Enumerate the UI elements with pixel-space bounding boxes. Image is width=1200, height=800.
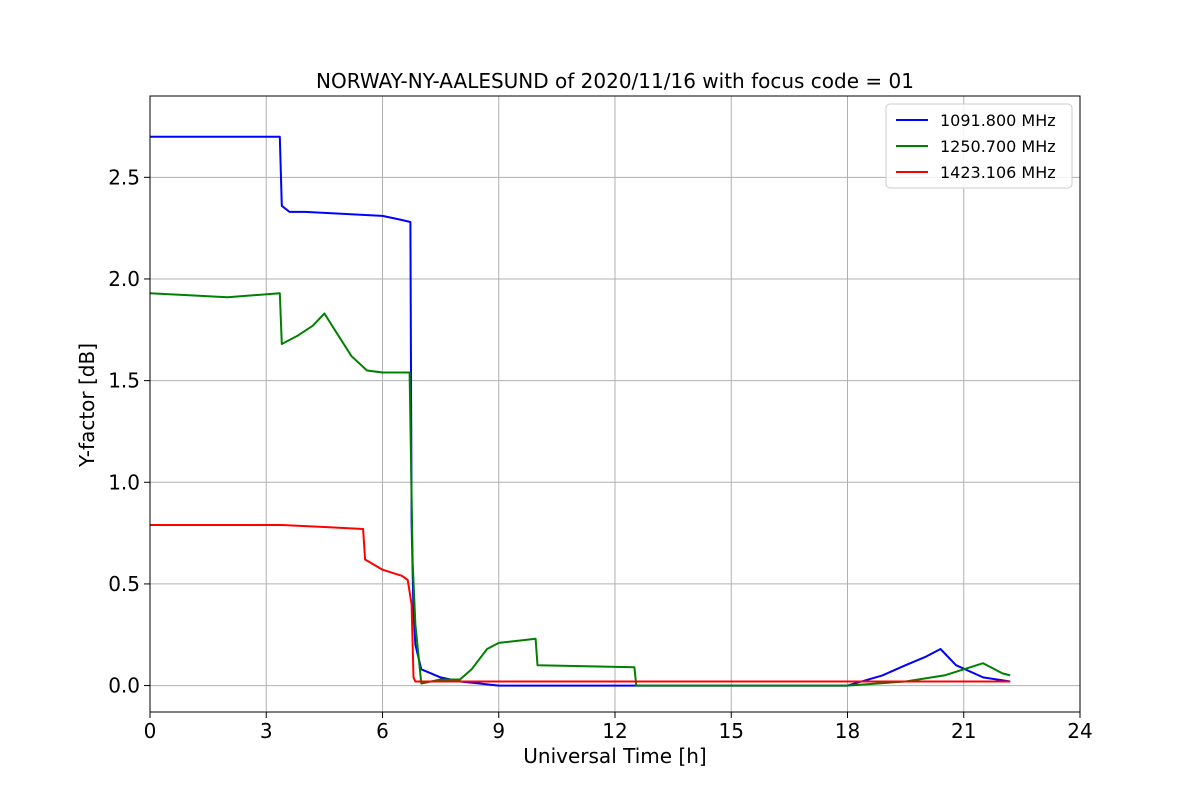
series-line-2 [149,292,1011,687]
x-axis-ticks: 0 3 6 9 12 15 18 21 24 [144,712,1093,743]
x-tick-label: 15 [719,719,744,743]
legend: 1091.800 MHz 1250.700 MHz 1423.106 MHz [885,103,1073,189]
legend-box [885,103,1073,189]
y-tick-label: 2.0 [108,267,140,291]
series-line-1 [150,135,1011,687]
y-tick-label: 2.5 [108,165,140,189]
y-axis-label: Y-factor [dB] [75,343,99,468]
legend-label: 1423.106 MHz [940,163,1056,182]
x-tick-label: 12 [602,719,627,743]
y-tick-label: 0.5 [108,572,140,596]
y-tick-label: 1.0 [108,470,140,494]
x-tick-label: 21 [951,719,976,743]
y-tick-label: 0.0 [108,674,140,698]
y-tick-label: 1.5 [108,369,140,393]
legend-label: 1250.700 MHz [940,137,1056,156]
chart-title: NORWAY-NY-AALESUND of 2020/11/16 with fo… [316,69,914,93]
series-line-3 [150,524,1011,683]
y-axis-ticks: 0.0 0.5 1.0 1.5 2.0 2.5 [108,165,150,698]
legend-label: 1091.800 MHz [940,111,1056,130]
x-tick-label: 3 [260,719,273,743]
x-tick-label: 24 [1067,719,1092,743]
series-lines [149,135,1011,687]
x-tick-label: 9 [492,719,505,743]
x-axis-label: Universal Time [h] [523,744,706,768]
x-tick-label: 6 [376,719,389,743]
x-tick-label: 0 [144,719,157,743]
x-tick-label: 18 [835,719,860,743]
